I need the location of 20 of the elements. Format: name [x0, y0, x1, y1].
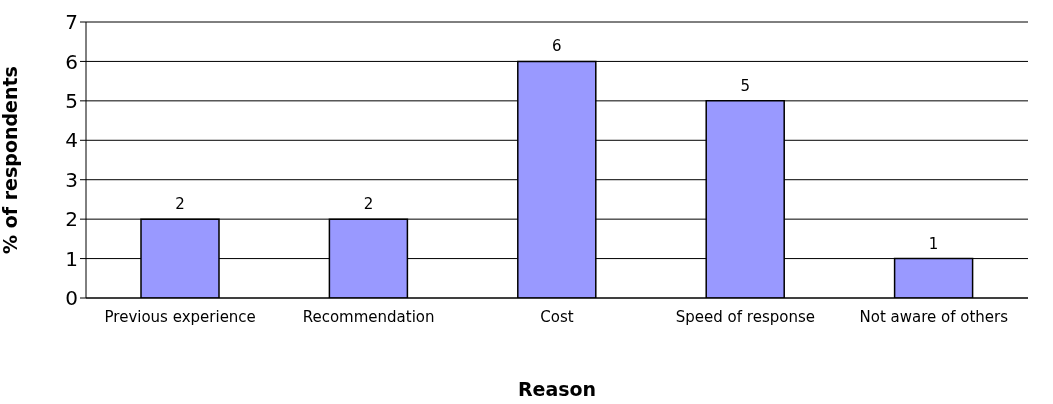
data-label: 2 — [175, 195, 185, 214]
x-tick-label: Recommendation — [302, 308, 435, 326]
data-label: 1 — [928, 234, 939, 253]
x-tick-label: Cost — [540, 308, 574, 326]
y-tick-label: 7 — [65, 10, 78, 35]
data-label: 5 — [740, 76, 750, 95]
y-tick-label: 1 — [65, 246, 78, 271]
x-tick-label: Not aware of others — [859, 308, 1009, 326]
y-tick-label: 0 — [65, 286, 78, 311]
y-axis-title: % of respondents — [0, 66, 21, 254]
x-tick-label: Previous experience — [104, 308, 256, 326]
y-tick-label: 2 — [65, 207, 78, 232]
data-label: 2 — [363, 195, 374, 214]
y-tick-label: 4 — [65, 128, 78, 153]
x-tick-label: Speed of response — [675, 308, 815, 326]
y-tick-label: 5 — [65, 88, 78, 113]
y-tick-label: 6 — [65, 49, 78, 74]
y-tick-label: 3 — [65, 167, 78, 192]
data-label: 6 — [552, 37, 562, 56]
x-axis-title: Reason — [517, 378, 597, 400]
